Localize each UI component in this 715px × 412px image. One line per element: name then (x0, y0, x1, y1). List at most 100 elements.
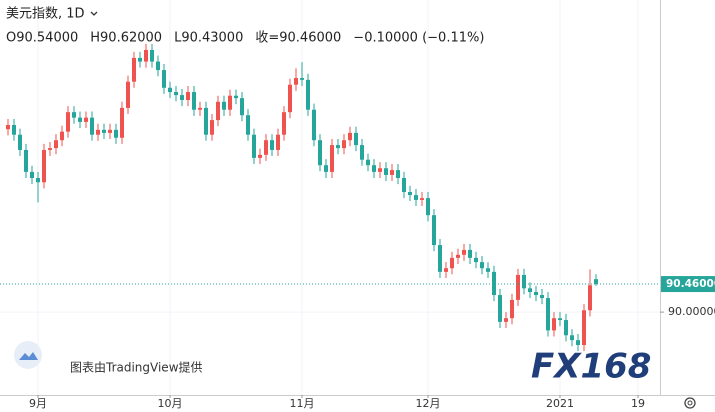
ohlc-value: 收=90.46000 (255, 31, 341, 46)
candle-body (270, 140, 274, 150)
candle-body (126, 81, 130, 108)
candle-body (444, 268, 448, 272)
candle-body (30, 171, 34, 178)
candle-body (324, 165, 328, 172)
candle-body (354, 132, 358, 146)
candle-body (330, 145, 334, 172)
x-tick-label: 2021 (546, 397, 574, 410)
candle-body (18, 134, 22, 150)
candle-body (570, 335, 574, 341)
candle-body (486, 268, 490, 272)
candle-body (156, 61, 160, 71)
candle-body (300, 78, 304, 80)
candle-body (282, 112, 286, 135)
candle-body (114, 129, 118, 138)
candle-body (162, 70, 166, 88)
ohlc-value: H90.62000 (90, 31, 162, 46)
candle-body (234, 95, 238, 99)
candle-body (174, 92, 178, 96)
candle-body (576, 340, 580, 346)
candle-body (6, 124, 10, 130)
last-price-label: 90.46000 (666, 278, 715, 290)
candle-body (396, 170, 400, 178)
candle-body (582, 310, 586, 346)
candle-body (384, 168, 388, 175)
candle-body (180, 95, 184, 100)
candle-body (414, 195, 418, 200)
x-tick-label: 10月 (158, 397, 183, 410)
candles (6, 43, 598, 352)
candle-body (366, 159, 370, 166)
candle-body (252, 134, 256, 158)
candle-body (408, 192, 412, 196)
candle-body (516, 274, 520, 300)
candle-body (96, 129, 100, 135)
candle-body (564, 320, 568, 336)
candle-body (258, 154, 262, 158)
candle-body (24, 149, 28, 172)
candle-body (438, 245, 442, 272)
x-tick-label: 9月 (29, 397, 47, 410)
ohlc-value: −0.10000 (−0.11%) (353, 31, 484, 46)
candle-body (246, 115, 250, 135)
candle-body (432, 215, 436, 246)
candle-body (78, 117, 82, 122)
candle-body (402, 177, 406, 193)
candle-body (312, 109, 316, 141)
candle-body (168, 87, 172, 93)
candle-body (150, 49, 154, 62)
candle-body (222, 101, 226, 110)
settings-icon[interactable] (684, 397, 696, 409)
candle-body (60, 131, 64, 141)
candle-body (54, 140, 58, 149)
candle-body (288, 84, 292, 113)
candle-body (42, 149, 46, 183)
candle-body (210, 120, 214, 135)
candle-body (474, 257, 478, 263)
candle-body (198, 107, 202, 110)
x-tick-label: 11月 (290, 397, 315, 410)
candle-body (120, 107, 124, 138)
candle-body (540, 295, 544, 299)
candle-body (450, 257, 454, 269)
candle-body (378, 168, 382, 172)
candle-body (420, 198, 424, 200)
candle-body (186, 92, 190, 100)
candle-body (492, 271, 496, 296)
tradingview-icon (14, 341, 42, 369)
candle-body (90, 117, 94, 135)
candle-body (594, 279, 598, 285)
candle-body (240, 98, 244, 116)
candle-body (510, 299, 514, 319)
ohlc-legend: O90.54000 H90.62000 L90.43000 收=90.46000 −0.… (6, 31, 484, 46)
candle-body (216, 101, 220, 121)
chevron[interactable] (90, 11, 98, 16)
candle-body (108, 129, 112, 133)
candle-body (552, 318, 556, 331)
candle-body (468, 249, 472, 258)
candle-body (132, 57, 136, 82)
candle-body (462, 249, 466, 255)
candle-body (84, 117, 88, 122)
candle-body (294, 78, 298, 85)
logo: FX168 (531, 347, 651, 387)
candle-body (498, 295, 502, 322)
y-tick-label: 90.00000 (668, 305, 715, 318)
candle-body (204, 107, 208, 135)
candle-body (522, 274, 526, 289)
x-tick-label: 19 (631, 397, 645, 410)
x-tick-label: 12月 (416, 397, 441, 410)
candle-body (306, 79, 310, 110)
candle-body (360, 145, 364, 160)
candle-body (138, 57, 142, 62)
candle-body (144, 49, 148, 62)
chart-title: 美元指数, 1D (6, 7, 85, 22)
candle-body (72, 112, 76, 118)
candle-body (192, 92, 196, 110)
candle-body (546, 298, 550, 331)
candle-body (336, 145, 340, 149)
candle-body (48, 148, 52, 150)
candle-body (480, 262, 484, 269)
candle-body (456, 254, 460, 258)
